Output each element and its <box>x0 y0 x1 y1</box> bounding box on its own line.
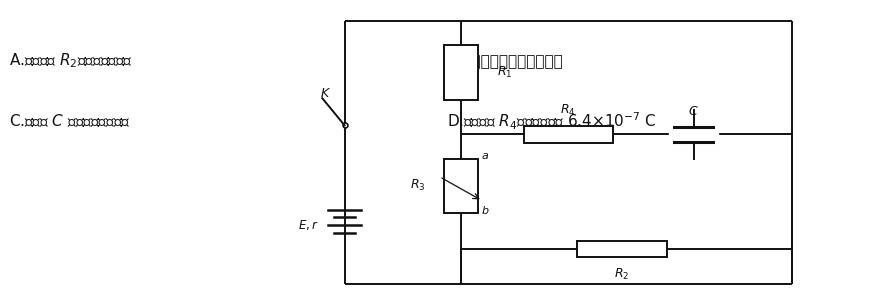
Text: D.流过电阵 $R_4$的电荷量约为 6.4×10$^{-7}$ C: D.流过电阵 $R_4$的电荷量约为 6.4×10$^{-7}$ C <box>447 110 656 131</box>
Bar <box>523 126 612 143</box>
Text: $R_1$: $R_1$ <box>496 65 511 80</box>
Text: $R_3$: $R_3$ <box>409 178 425 193</box>
Bar <box>443 45 477 100</box>
Text: a: a <box>481 150 488 161</box>
Text: $E,r$: $E,r$ <box>298 218 318 232</box>
Text: C.电容器 $C$ 两端电压逐渐增大: C.电容器 $C$ 两端电压逐渐增大 <box>9 112 131 129</box>
Text: $R_4$: $R_4$ <box>560 103 576 118</box>
Text: b: b <box>481 206 488 217</box>
Text: $R_2$: $R_2$ <box>613 267 629 282</box>
Text: K: K <box>321 87 329 100</box>
Bar <box>577 241 666 257</box>
Text: A.流过电阵 $R_2$的电流逐渐增大: A.流过电阵 $R_2$的电流逐渐增大 <box>9 51 132 70</box>
Text: B.电源的输出功率逐渐增大: B.电源的输出功率逐渐增大 <box>447 53 562 68</box>
Text: $C$: $C$ <box>687 105 698 118</box>
Bar <box>443 159 477 213</box>
